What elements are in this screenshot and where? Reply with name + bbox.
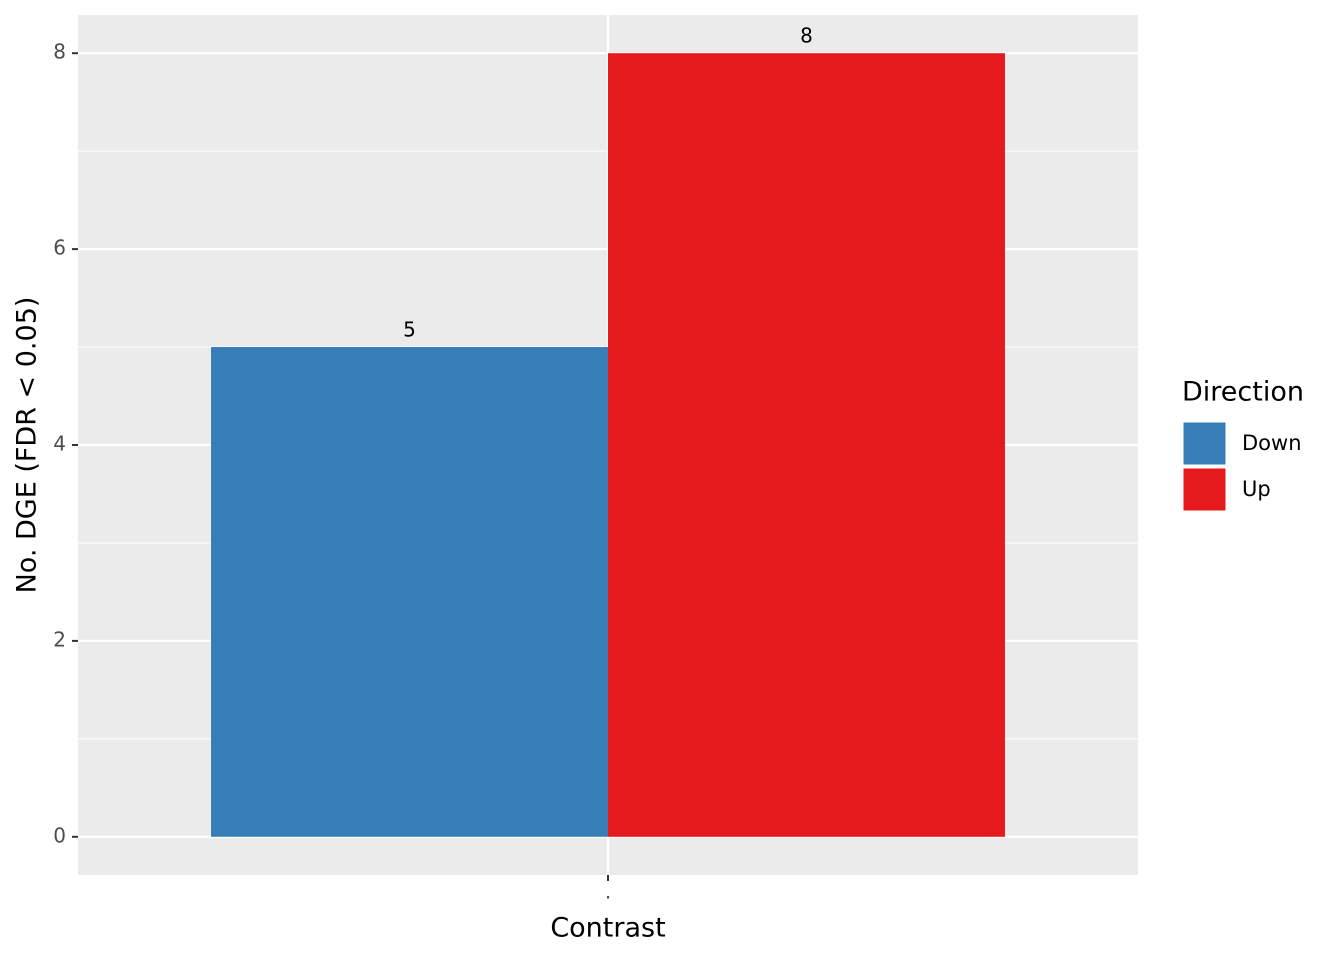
y-tick-label: 4: [53, 432, 66, 456]
value-label: 5: [403, 318, 416, 342]
legend-key: [1182, 421, 1227, 466]
marks: 58: [211, 24, 1005, 837]
y-tick-label: 2: [53, 627, 66, 651]
bar: [608, 53, 1005, 837]
y-tick-label: 8: [53, 40, 66, 64]
legend: Direction Down Up: [1182, 377, 1304, 512]
legend-label: Down: [1242, 431, 1302, 455]
legend-label: Up: [1242, 477, 1271, 501]
y-tick-label: 0: [53, 823, 66, 847]
y-tick-label: 6: [53, 236, 66, 260]
legend-title: Direction: [1182, 377, 1304, 408]
x-axis-title: Contrast: [550, 913, 665, 944]
value-label: 8: [800, 24, 813, 48]
x-tick-label: .: [605, 880, 611, 904]
legend-key: [1182, 467, 1227, 512]
bar: [211, 347, 608, 837]
y-axis-title: No. DGE (FDR < 0.05): [12, 297, 43, 594]
